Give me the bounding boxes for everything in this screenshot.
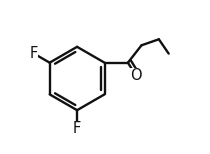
Text: O: O	[130, 68, 142, 83]
Text: F: F	[29, 46, 38, 61]
Text: F: F	[73, 121, 81, 136]
